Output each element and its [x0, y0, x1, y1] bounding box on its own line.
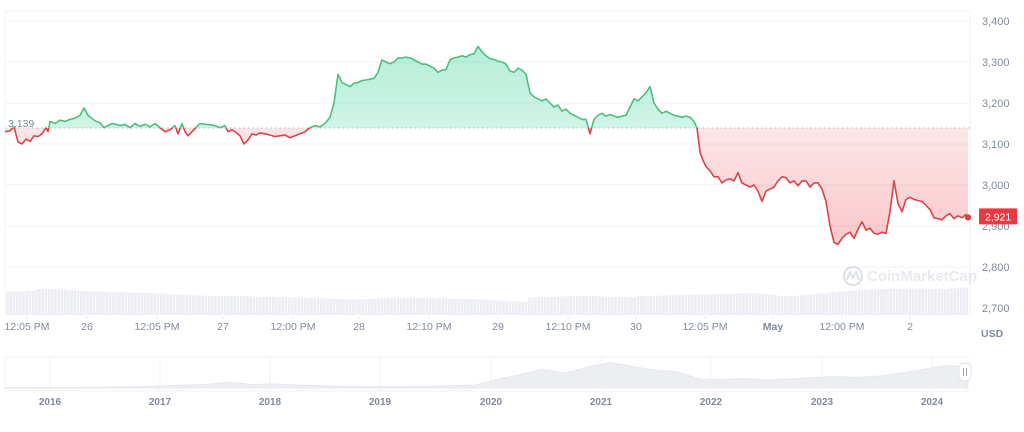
coinmarketcap-m-glyph-icon [846, 269, 860, 281]
navigator-year-label: 2022 [700, 397, 723, 408]
navigator-year-label: 2018 [259, 397, 282, 408]
navigator-year-label: 2016 [39, 397, 62, 408]
watermark: CoinMarketCap [843, 266, 977, 286]
y-tick-label: 3,400 [982, 16, 1010, 28]
y-tick-label: 3,000 [982, 180, 1010, 192]
x-tick-label: 12:05 PM [135, 321, 180, 333]
x-tick-label: May [763, 321, 784, 333]
x-tick-label: 12:00 PM [820, 321, 865, 333]
navigator-year-label: 2021 [590, 397, 613, 408]
x-tick-label: 2 [907, 321, 913, 333]
current-price-dot [964, 214, 972, 221]
navigator-year-label: 2023 [811, 397, 834, 408]
currency-label: USD [981, 328, 1004, 340]
x-tick-label: 12:05 PM [5, 321, 50, 333]
volume-bars [5, 270, 968, 315]
y-tick-label: 2,700 [982, 303, 1010, 315]
navigator-year-label: 2020 [480, 397, 503, 408]
navigator-handle[interactable] [958, 362, 972, 382]
x-tick-label: 12:00 PM [271, 321, 316, 333]
x-tick-label: 29 [492, 321, 504, 333]
current-price-badge: 2,921 [979, 208, 1017, 225]
x-tick-label: 12:05 PM [683, 321, 728, 333]
x-tick-label: 12:10 PM [407, 321, 452, 333]
current-price-label: 2,921 [985, 211, 1011, 223]
x-tick-label: 30 [630, 321, 642, 333]
time-navigator[interactable]: 2016 2017 2018 2019 2020 2021 2022 2023 2024 [4, 356, 972, 408]
x-tick-label: 12:10 PM [546, 321, 591, 333]
y-tick-label: 2,800 [982, 262, 1010, 274]
y-tick-label: 3,300 [982, 57, 1010, 69]
navigator-year-label: 2019 [369, 397, 392, 408]
x-tick-label: 27 [217, 321, 229, 333]
coinmarketcap-logo-icon [843, 266, 863, 286]
price-area-fill [5, 46, 968, 245]
x-tick-label: 26 [81, 321, 93, 333]
y-tick-label: 3,200 [982, 98, 1010, 110]
navigator-year-label: 2024 [921, 397, 944, 408]
navigator-year-axis: 2016 2017 2018 2019 2020 2021 2022 2023 2024 [39, 397, 944, 408]
y-tick-label: 3,100 [982, 139, 1010, 151]
price-line[interactable] [4, 45, 969, 246]
navigator-year-label: 2017 [149, 397, 172, 408]
x-tick-label: 28 [353, 321, 365, 333]
x-axis: 12:05 PM 26 12:05 PM 27 12:00 PM 28 12:10 PM 29… [5, 316, 913, 333]
watermark-text: CoinMarketCap [867, 268, 977, 285]
